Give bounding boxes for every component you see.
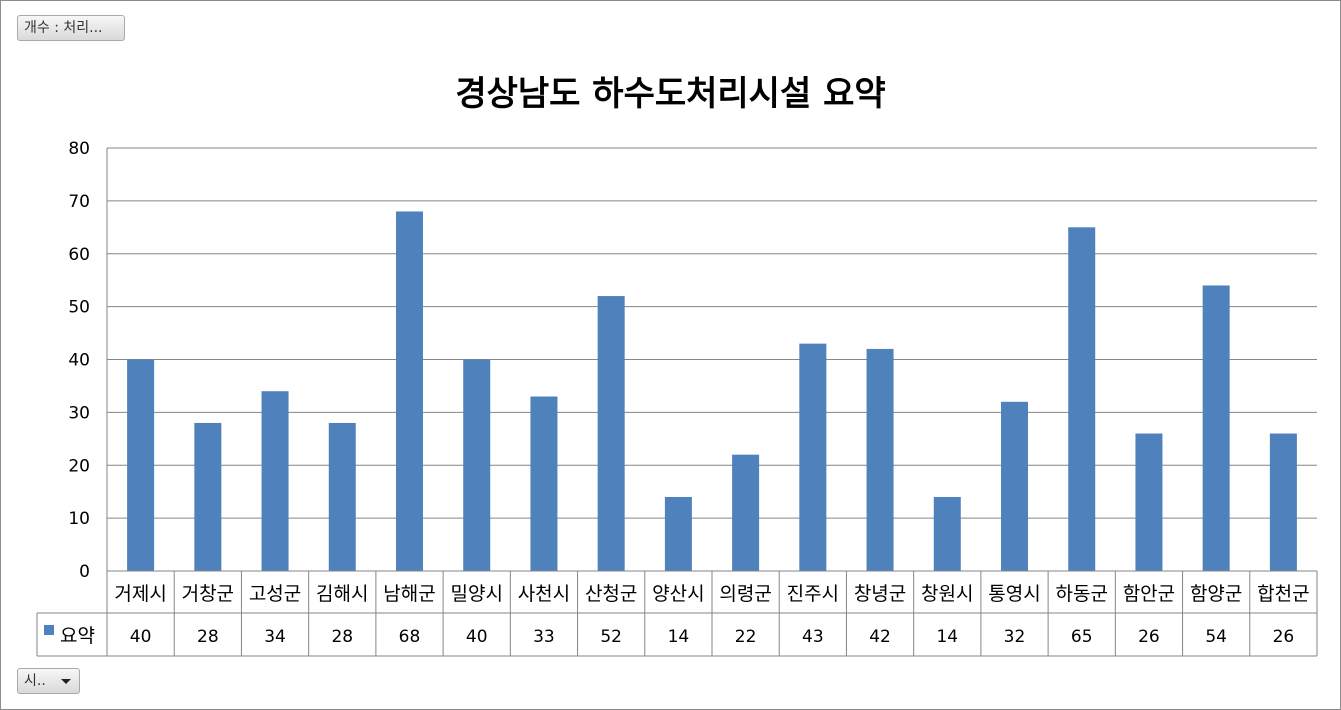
bar xyxy=(1068,227,1096,571)
data-label: 54 xyxy=(1205,627,1227,647)
data-label: 22 xyxy=(735,627,757,647)
x-tick-label: 통영시 xyxy=(988,583,1040,605)
x-tick-label: 의령군 xyxy=(719,583,771,605)
bar xyxy=(1202,285,1230,571)
bar xyxy=(664,496,692,571)
bar xyxy=(530,396,558,571)
x-tick-label: 하동군 xyxy=(1055,583,1107,605)
axis-field-label: 시.. xyxy=(24,673,46,689)
data-label: 14 xyxy=(936,627,958,647)
value-field-label: 개수 : 처리... xyxy=(24,20,103,36)
bar xyxy=(127,359,155,571)
bar xyxy=(933,496,961,571)
y-tick-label: 80 xyxy=(68,139,90,159)
x-tick-label: 고성군 xyxy=(249,583,301,605)
bar xyxy=(732,454,760,571)
y-tick-label: 70 xyxy=(68,192,90,212)
y-tick-label: 0 xyxy=(79,562,90,582)
data-label: 28 xyxy=(197,627,219,647)
y-tick-label: 50 xyxy=(68,298,90,318)
x-tick-label: 남해군 xyxy=(383,583,435,605)
bar xyxy=(1001,401,1028,571)
data-label: 68 xyxy=(399,627,421,647)
x-tick-label: 산청군 xyxy=(585,583,637,605)
bar xyxy=(328,422,356,571)
legend-label: 요약 xyxy=(60,625,95,647)
data-label: 65 xyxy=(1071,627,1093,647)
bar xyxy=(396,211,423,571)
value-field-button[interactable]: 개수 : 처리... xyxy=(17,15,125,41)
data-label: 43 xyxy=(802,627,824,647)
data-label: 40 xyxy=(130,627,152,647)
y-tick-label: 30 xyxy=(68,403,90,423)
data-label: 26 xyxy=(1138,627,1160,647)
y-tick-label: 20 xyxy=(68,456,90,476)
data-label: 52 xyxy=(600,627,622,647)
x-tick-label: 밀양시 xyxy=(450,583,502,605)
data-label: 32 xyxy=(1004,627,1026,647)
x-tick-label: 거제시 xyxy=(114,583,166,605)
data-label: 40 xyxy=(466,627,488,647)
x-tick-label: 사천시 xyxy=(518,583,570,605)
y-tick-label: 10 xyxy=(68,509,90,529)
data-label: 42 xyxy=(869,627,891,647)
chart-title: 경상남도 하수도처리시설 요약 xyxy=(455,74,886,114)
bar xyxy=(866,348,894,571)
x-tick-label: 창원시 xyxy=(921,583,973,605)
bar xyxy=(1135,433,1163,571)
x-tick-label: 창녕군 xyxy=(854,583,906,605)
data-label: 26 xyxy=(1273,627,1295,647)
x-tick-label: 김해시 xyxy=(316,583,368,605)
axis-field-button[interactable]: 시.. xyxy=(17,668,80,694)
y-tick-label: 60 xyxy=(68,245,90,265)
x-tick-label: 함양군 xyxy=(1190,583,1242,605)
data-label: 28 xyxy=(331,627,353,647)
bar xyxy=(463,359,491,571)
x-tick-label: 진주시 xyxy=(787,583,839,605)
data-label: 14 xyxy=(668,627,690,647)
bar xyxy=(194,422,222,571)
data-label: 33 xyxy=(533,627,555,647)
x-tick-label: 합천군 xyxy=(1257,583,1309,605)
legend-swatch xyxy=(44,625,54,635)
bar xyxy=(799,343,827,571)
data-label: 34 xyxy=(264,627,286,647)
bar xyxy=(597,296,625,571)
y-tick-label: 40 xyxy=(68,351,90,371)
bar xyxy=(1269,433,1297,571)
x-tick-label: 함안군 xyxy=(1123,583,1175,605)
chevron-down-icon xyxy=(61,679,71,684)
bar xyxy=(261,391,289,571)
x-tick-label: 거창군 xyxy=(182,583,234,605)
x-tick-label: 양산시 xyxy=(652,583,704,605)
